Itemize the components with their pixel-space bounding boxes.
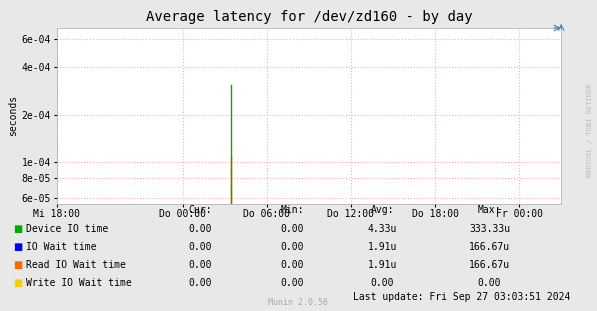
- Text: ■: ■: [13, 242, 22, 252]
- Text: RRDTOOL / TOBI OETIKER: RRDTOOL / TOBI OETIKER: [587, 84, 593, 177]
- Text: 0.00: 0.00: [478, 278, 501, 288]
- Text: Device IO time: Device IO time: [26, 224, 108, 234]
- Text: 166.67u: 166.67u: [469, 260, 510, 270]
- Text: Read IO Wait time: Read IO Wait time: [26, 260, 125, 270]
- Title: Average latency for /dev/zd160 - by day: Average latency for /dev/zd160 - by day: [146, 10, 472, 24]
- Text: ■: ■: [13, 224, 22, 234]
- Text: 4.33u: 4.33u: [367, 224, 397, 234]
- Text: 0.00: 0.00: [281, 278, 304, 288]
- Text: 1.91u: 1.91u: [367, 260, 397, 270]
- Text: 333.33u: 333.33u: [469, 224, 510, 234]
- Text: 1.91u: 1.91u: [367, 242, 397, 252]
- Text: IO Wait time: IO Wait time: [26, 242, 96, 252]
- Text: 0.00: 0.00: [281, 260, 304, 270]
- Text: 0.00: 0.00: [188, 278, 212, 288]
- Text: Munin 2.0.56: Munin 2.0.56: [269, 298, 328, 307]
- Text: 0.00: 0.00: [188, 260, 212, 270]
- Text: 166.67u: 166.67u: [469, 242, 510, 252]
- Text: 0.00: 0.00: [188, 242, 212, 252]
- Text: ■: ■: [13, 260, 22, 270]
- Text: Cur:: Cur:: [188, 205, 212, 215]
- Text: 0.00: 0.00: [188, 224, 212, 234]
- Text: ■: ■: [13, 278, 22, 288]
- Text: 0.00: 0.00: [281, 224, 304, 234]
- Text: Last update: Fri Sep 27 03:03:51 2024: Last update: Fri Sep 27 03:03:51 2024: [353, 292, 570, 302]
- Text: Max:: Max:: [478, 205, 501, 215]
- Y-axis label: seconds: seconds: [8, 95, 18, 137]
- Text: 0.00: 0.00: [281, 242, 304, 252]
- Text: Write IO Wait time: Write IO Wait time: [26, 278, 131, 288]
- Text: Avg:: Avg:: [370, 205, 394, 215]
- Text: Min:: Min:: [281, 205, 304, 215]
- Text: 0.00: 0.00: [370, 278, 394, 288]
